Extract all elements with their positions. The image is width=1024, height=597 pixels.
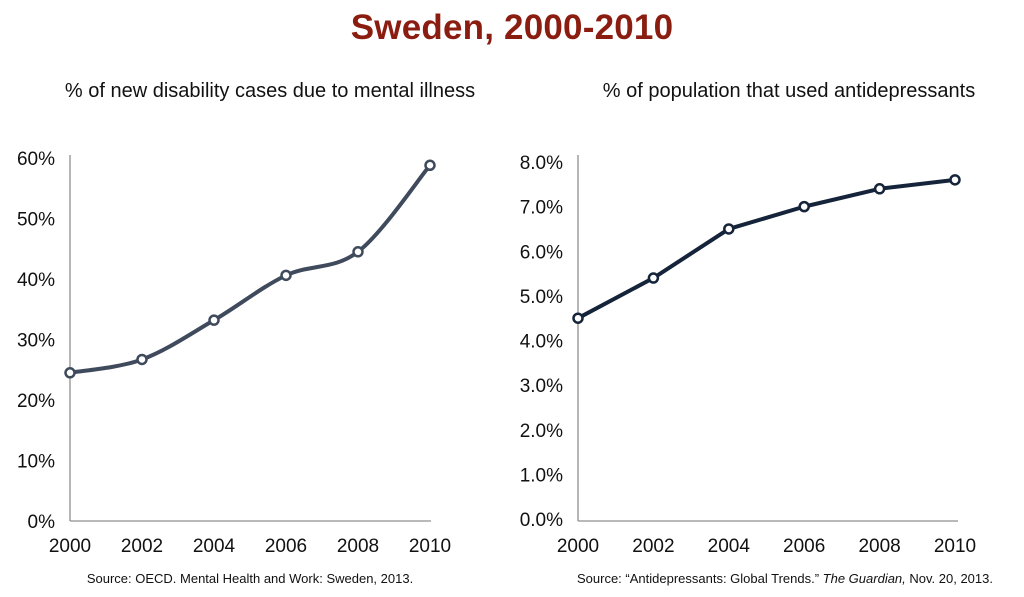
y-tick-label: 5.0%: [520, 287, 563, 308]
x-tick-label: 2008: [337, 536, 379, 557]
y-tick-label: 4.0%: [520, 332, 563, 353]
data-point: [424, 159, 436, 172]
source-prefix: Source: “Antidepressants: Global Trends.…: [577, 571, 823, 586]
source-publication: The Guardian,: [823, 571, 906, 586]
y-tick-label: 10%: [17, 452, 55, 473]
y-tick-labels-disability: 0% 10% 20% 30% 40% 50% 60%: [17, 149, 55, 533]
data-point: [873, 183, 886, 195]
x-tick-label: 2006: [783, 536, 825, 557]
data-points-disability: [64, 159, 436, 379]
y-tick-labels-antidepressants: 0.0% 1.0% 2.0% 3.0% 4.0% 5.0% 6.0% 7.0% 8.0%: [520, 153, 563, 531]
y-tick-label: 0.0%: [520, 510, 563, 531]
x-tick-label: 2002: [121, 536, 163, 557]
data-point: [352, 246, 364, 258]
data-point: [136, 353, 148, 366]
y-tick-label: 30%: [17, 331, 55, 352]
x-tick-label: 2004: [193, 536, 236, 557]
data-point: [64, 367, 76, 379]
data-point: [949, 174, 961, 186]
data-point: [723, 223, 735, 235]
y-tick-label: 7.0%: [520, 198, 563, 219]
chart-antidepressants: % of population that used antidepressant…: [520, 80, 993, 586]
y-tick-label: 1.0%: [520, 465, 563, 486]
series-line-antidepressants: [576, 177, 957, 321]
source-date: Nov. 20, 2013.: [906, 571, 993, 586]
data-point: [280, 269, 292, 282]
y-tick-label: 2.0%: [520, 421, 563, 442]
y-tick-label: 40%: [17, 270, 55, 291]
data-point: [798, 200, 810, 213]
chart-title-antidepressants: % of population that used antidepressant…: [603, 80, 975, 102]
y-tick-label: 50%: [17, 210, 55, 231]
data-point: [572, 312, 584, 324]
x-tick-label: 2000: [49, 536, 91, 557]
data-point: [208, 314, 220, 326]
data-point: [647, 272, 660, 284]
source-antidepressants: Source: “Antidepressants: Global Trends.…: [577, 571, 993, 586]
chart-title-disability: % of new disability cases due to mental …: [65, 80, 475, 102]
y-tick-label: 0%: [28, 512, 56, 533]
y-tick-label: 8.0%: [520, 153, 563, 174]
y-tick-label: 20%: [17, 391, 55, 412]
x-tick-label: 2010: [934, 536, 976, 557]
x-tick-label: 2010: [409, 536, 451, 557]
y-tick-label: 6.0%: [520, 242, 563, 263]
y-tick-label: 60%: [17, 149, 55, 170]
y-tick-label: 3.0%: [520, 376, 563, 397]
x-tick-label: 2008: [858, 536, 900, 557]
x-tick-label: 2004: [708, 536, 751, 557]
x-tick-label: 2006: [265, 536, 307, 557]
x-tick-labels-disability: 2000 2002 2004 2006 2008 2010: [49, 536, 451, 557]
chart-disability: % of new disability cases due to mental …: [17, 80, 475, 586]
data-points-antidepressants: [572, 174, 961, 324]
series-line-disability: [68, 163, 432, 375]
x-tick-labels-antidepressants: 2000 2002 2004 2006 2008 2010: [557, 536, 976, 557]
x-tick-label: 2002: [632, 536, 674, 557]
x-tick-label: 2000: [557, 536, 599, 557]
source-disability: Source: OECD. Mental Health and Work: Sw…: [87, 571, 413, 586]
page-title: Sweden, 2000-2010: [350, 8, 674, 47]
